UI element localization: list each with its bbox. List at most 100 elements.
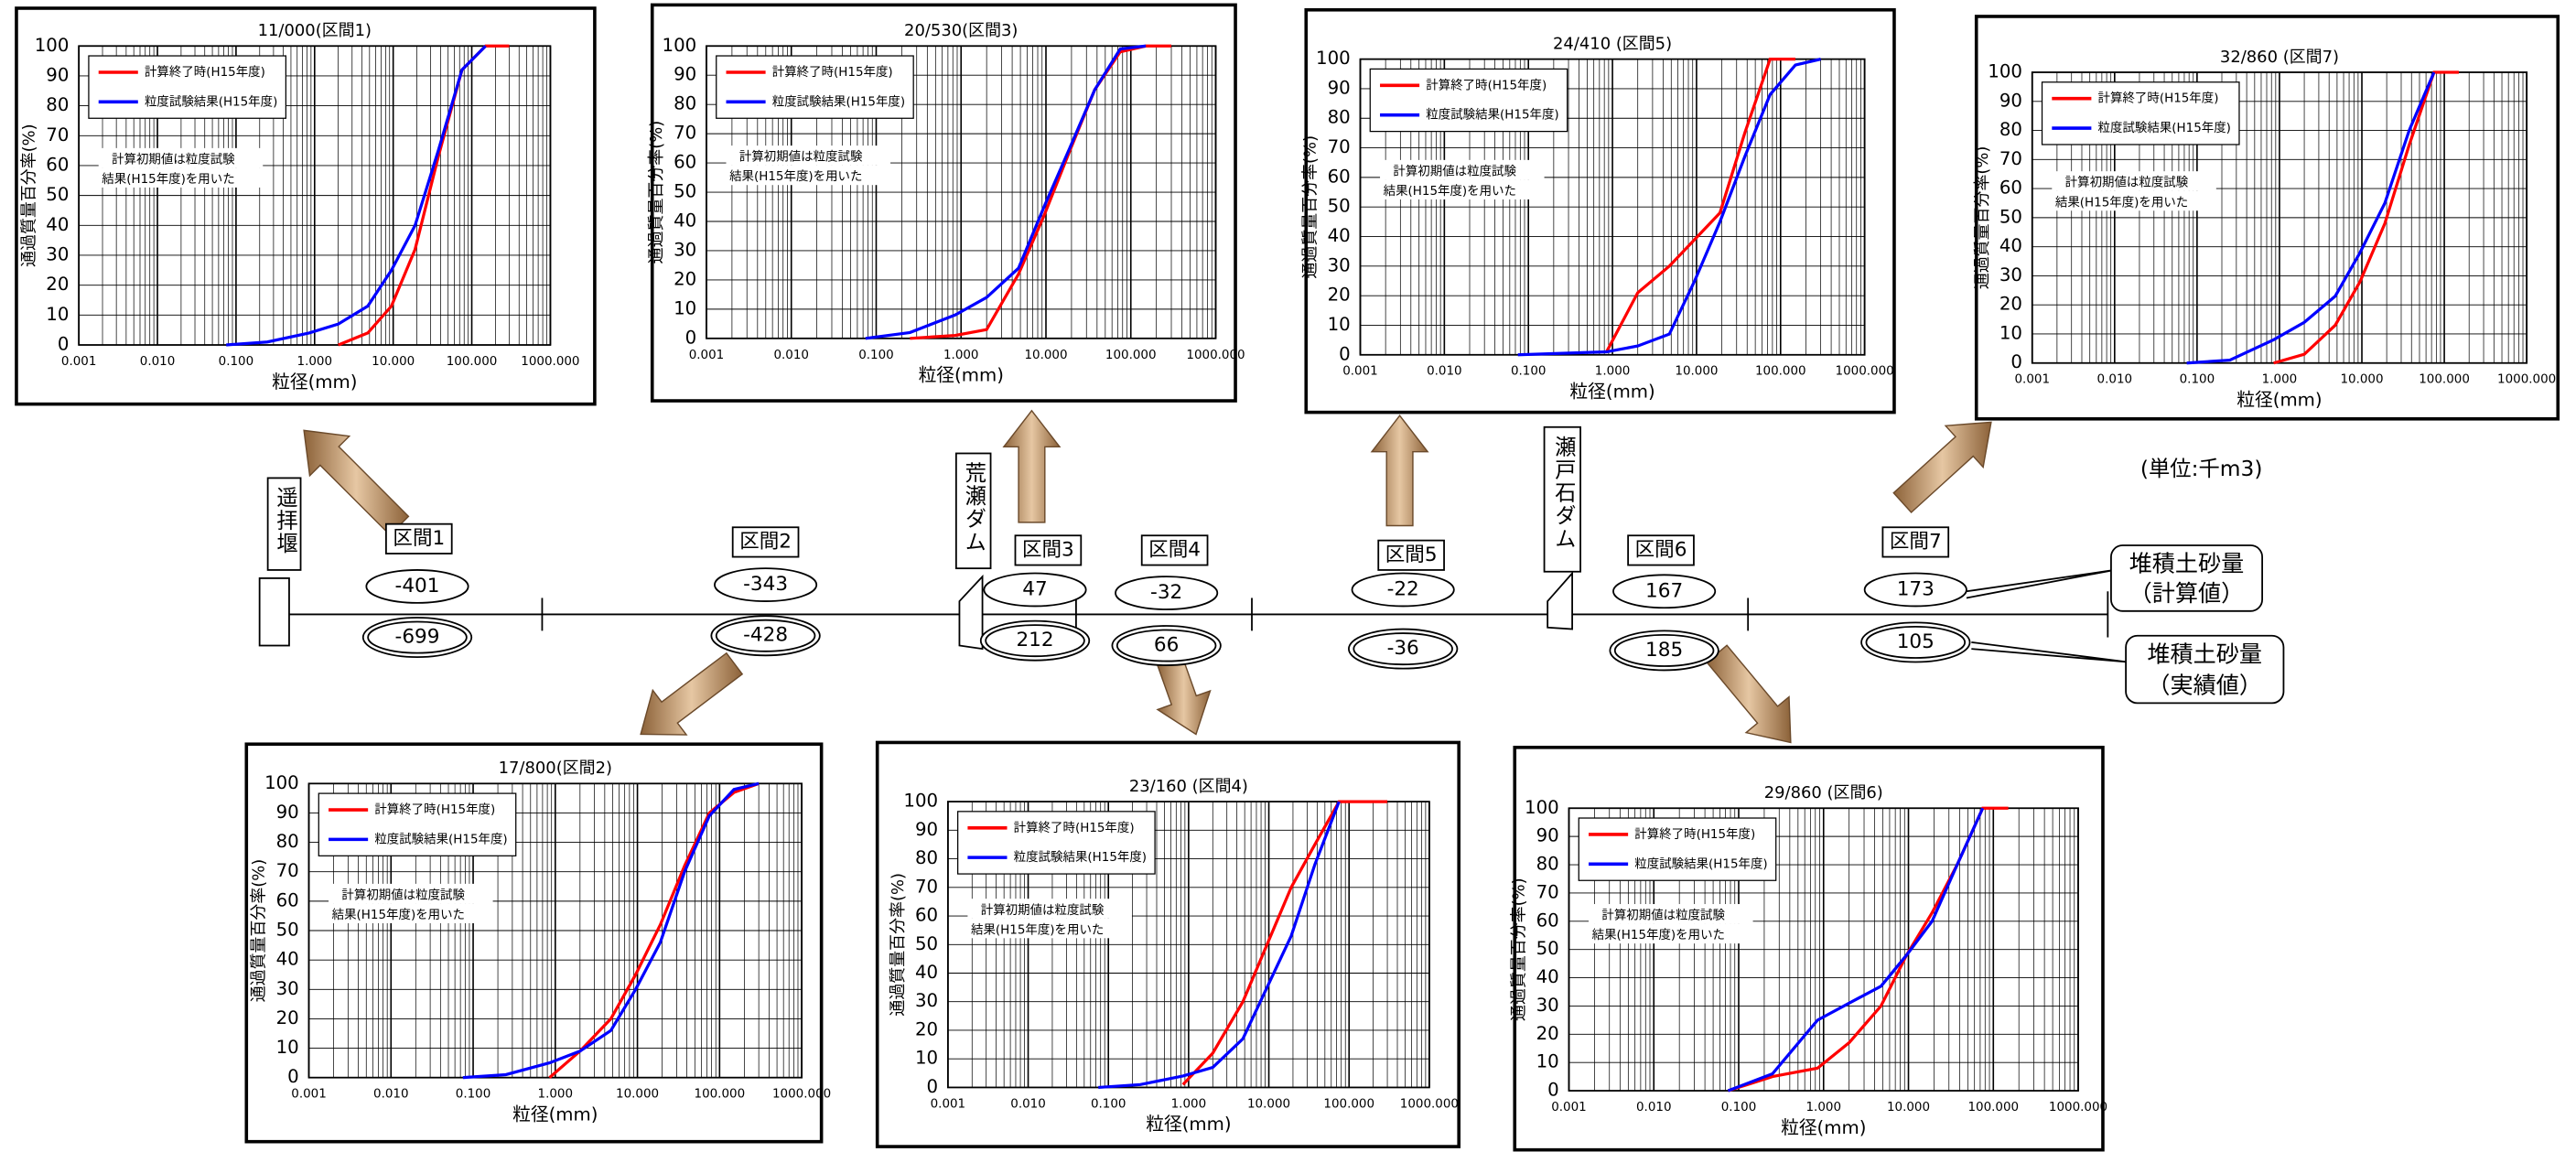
- legend-label: 計算終了時(H15年度): [772, 65, 893, 80]
- x-tick-label: 100.000: [2419, 373, 2470, 387]
- arrow: [1893, 422, 1991, 512]
- y-axis-label: 通過質量百分率(%): [19, 124, 38, 267]
- y-tick-label: 80: [46, 94, 69, 115]
- y-tick-label: 40: [1536, 966, 1559, 987]
- y-tick-label: 10: [1536, 1051, 1559, 1072]
- actual-value: -699: [395, 626, 440, 649]
- y-tick-label: 20: [915, 1018, 938, 1039]
- callout-text: 堆積土砂量: [2129, 551, 2245, 577]
- calculated-value: 47: [1022, 577, 1047, 600]
- y-tick-label: 0: [2010, 351, 2022, 372]
- y-tick-label: 70: [1999, 148, 2022, 169]
- y-tick-label: 70: [46, 124, 69, 145]
- y-tick-label: 0: [927, 1076, 939, 1097]
- y-tick-label: 20: [1328, 285, 1351, 306]
- y-tick-label: 90: [1328, 77, 1351, 98]
- x-tick-label: 0.100: [219, 355, 254, 369]
- annotation: 結果(H15年度)を用いた: [332, 908, 465, 922]
- chart-title: 11/000(区間1): [258, 21, 372, 40]
- weir-label: 遥拝堰: [273, 486, 298, 555]
- annotation: 計算初期値は粒度試験: [1393, 164, 1516, 178]
- y-tick-label: 90: [276, 802, 299, 823]
- actual-value: 105: [1897, 630, 1935, 653]
- y-tick-label: 100: [903, 791, 938, 812]
- y-tick-label: 10: [1999, 322, 2022, 343]
- x-axis-label: 粒径(mm): [1146, 1114, 1231, 1135]
- annotation: 結果(H15年度)を用いた: [729, 169, 862, 184]
- figure: 遥拝堰 荒瀬ダム 瀬戸石ダム (単位:千m3) 堆積土砂量 （計算値） 堆積土砂…: [0, 0, 2576, 1152]
- chart-title: 24/410 (区間5): [1553, 34, 1672, 53]
- y-tick-label: 100: [663, 35, 697, 56]
- section-label: 区間7: [1890, 530, 1942, 553]
- y-axis-label: 通過質量百分率(%): [1301, 135, 1320, 279]
- x-tick-label: 0.100: [1091, 1097, 1126, 1111]
- y-axis-label: 通過質量百分率(%): [889, 873, 908, 1017]
- y-axis-label: 通過質量百分率(%): [250, 859, 269, 1003]
- y-tick-label: 40: [1999, 235, 2022, 256]
- x-tick-label: 10.000: [1887, 1101, 1930, 1114]
- chart-title: 29/860 (区間6): [1764, 783, 1883, 802]
- y-tick-label: 50: [46, 184, 69, 205]
- calculated-value: -343: [743, 573, 788, 596]
- arrow: [1004, 411, 1060, 522]
- y-tick-label: 50: [276, 920, 299, 941]
- y-tick-label: 90: [915, 819, 938, 840]
- y-tick-label: 10: [276, 1037, 299, 1058]
- y-tick-label: 0: [287, 1066, 299, 1087]
- annotation: 計算初期値は粒度試験: [2065, 176, 2189, 190]
- x-tick-label: 1.000: [538, 1088, 574, 1102]
- x-axis-label: 粒径(mm): [512, 1104, 598, 1125]
- annotation: 計算初期値は粒度試験: [739, 150, 863, 165]
- x-tick-label: 1000.000: [2497, 373, 2556, 387]
- actual-value: -428: [743, 624, 788, 647]
- calculated-value: -401: [395, 575, 440, 598]
- annotation: 結果(H15年度)を用いた: [102, 172, 234, 187]
- annotation: 計算初期値は粒度試験: [112, 152, 235, 167]
- arrow: [641, 653, 742, 735]
- y-tick-label: 70: [1536, 881, 1559, 902]
- y-tick-label: 60: [674, 152, 696, 173]
- y-tick-label: 20: [276, 1007, 299, 1028]
- y-tick-label: 80: [915, 847, 938, 868]
- x-tick-label: 100.000: [1105, 349, 1157, 362]
- y-tick-label: 100: [1988, 60, 2022, 81]
- dam-label: 瀬戸石ダム: [1551, 435, 1577, 550]
- y-tick-label: 60: [1999, 178, 2022, 199]
- y-tick-label: 60: [1536, 910, 1559, 931]
- section-label: 区間3: [1022, 538, 1074, 561]
- x-tick-label: 0.100: [1721, 1101, 1757, 1114]
- y-tick-label: 30: [1999, 264, 2022, 285]
- y-tick-label: 60: [46, 154, 69, 175]
- weir-symbol: [260, 578, 289, 646]
- x-tick-label: 1.000: [943, 349, 979, 362]
- x-tick-label: 1.000: [1171, 1097, 1207, 1111]
- y-tick-label: 50: [915, 933, 938, 954]
- y-axis-label: 通過質量百分率(%): [1510, 877, 1529, 1021]
- y-tick-label: 70: [915, 876, 938, 897]
- y-tick-label: 60: [1328, 166, 1351, 187]
- x-tick-label: 0.010: [1636, 1101, 1672, 1114]
- x-tick-label: 100.000: [447, 355, 498, 369]
- legend-label: 粒度試験結果(H15年度): [145, 94, 277, 109]
- dam-symbol: [959, 576, 982, 649]
- annotation: 計算初期値は粒度試験: [981, 903, 1105, 918]
- y-tick-label: 100: [1316, 48, 1351, 69]
- x-tick-label: 0.100: [1511, 365, 1547, 379]
- arrow: [1707, 645, 1791, 742]
- x-tick-label: 0.010: [773, 349, 809, 362]
- legend-label: 計算終了時(H15年度): [145, 65, 265, 80]
- y-tick-label: 20: [674, 268, 696, 289]
- y-tick-label: 70: [1328, 136, 1351, 157]
- calculated-value: 167: [1645, 579, 1683, 602]
- x-tick-label: 10.000: [1024, 349, 1067, 362]
- chart-title: 23/160 (区間4): [1129, 777, 1248, 796]
- y-tick-label: 50: [1328, 196, 1351, 217]
- section-label: 区間6: [1635, 538, 1687, 561]
- annotation: 結果(H15年度)を用いた: [1384, 184, 1516, 199]
- x-tick-label: 0.010: [373, 1088, 409, 1102]
- y-tick-label: 30: [915, 990, 938, 1011]
- y-tick-label: 40: [915, 962, 938, 983]
- x-tick-label: 0.001: [689, 349, 725, 362]
- legend-label: 計算終了時(H15年度): [1426, 78, 1547, 92]
- x-tick-label: 10.000: [1675, 365, 1718, 379]
